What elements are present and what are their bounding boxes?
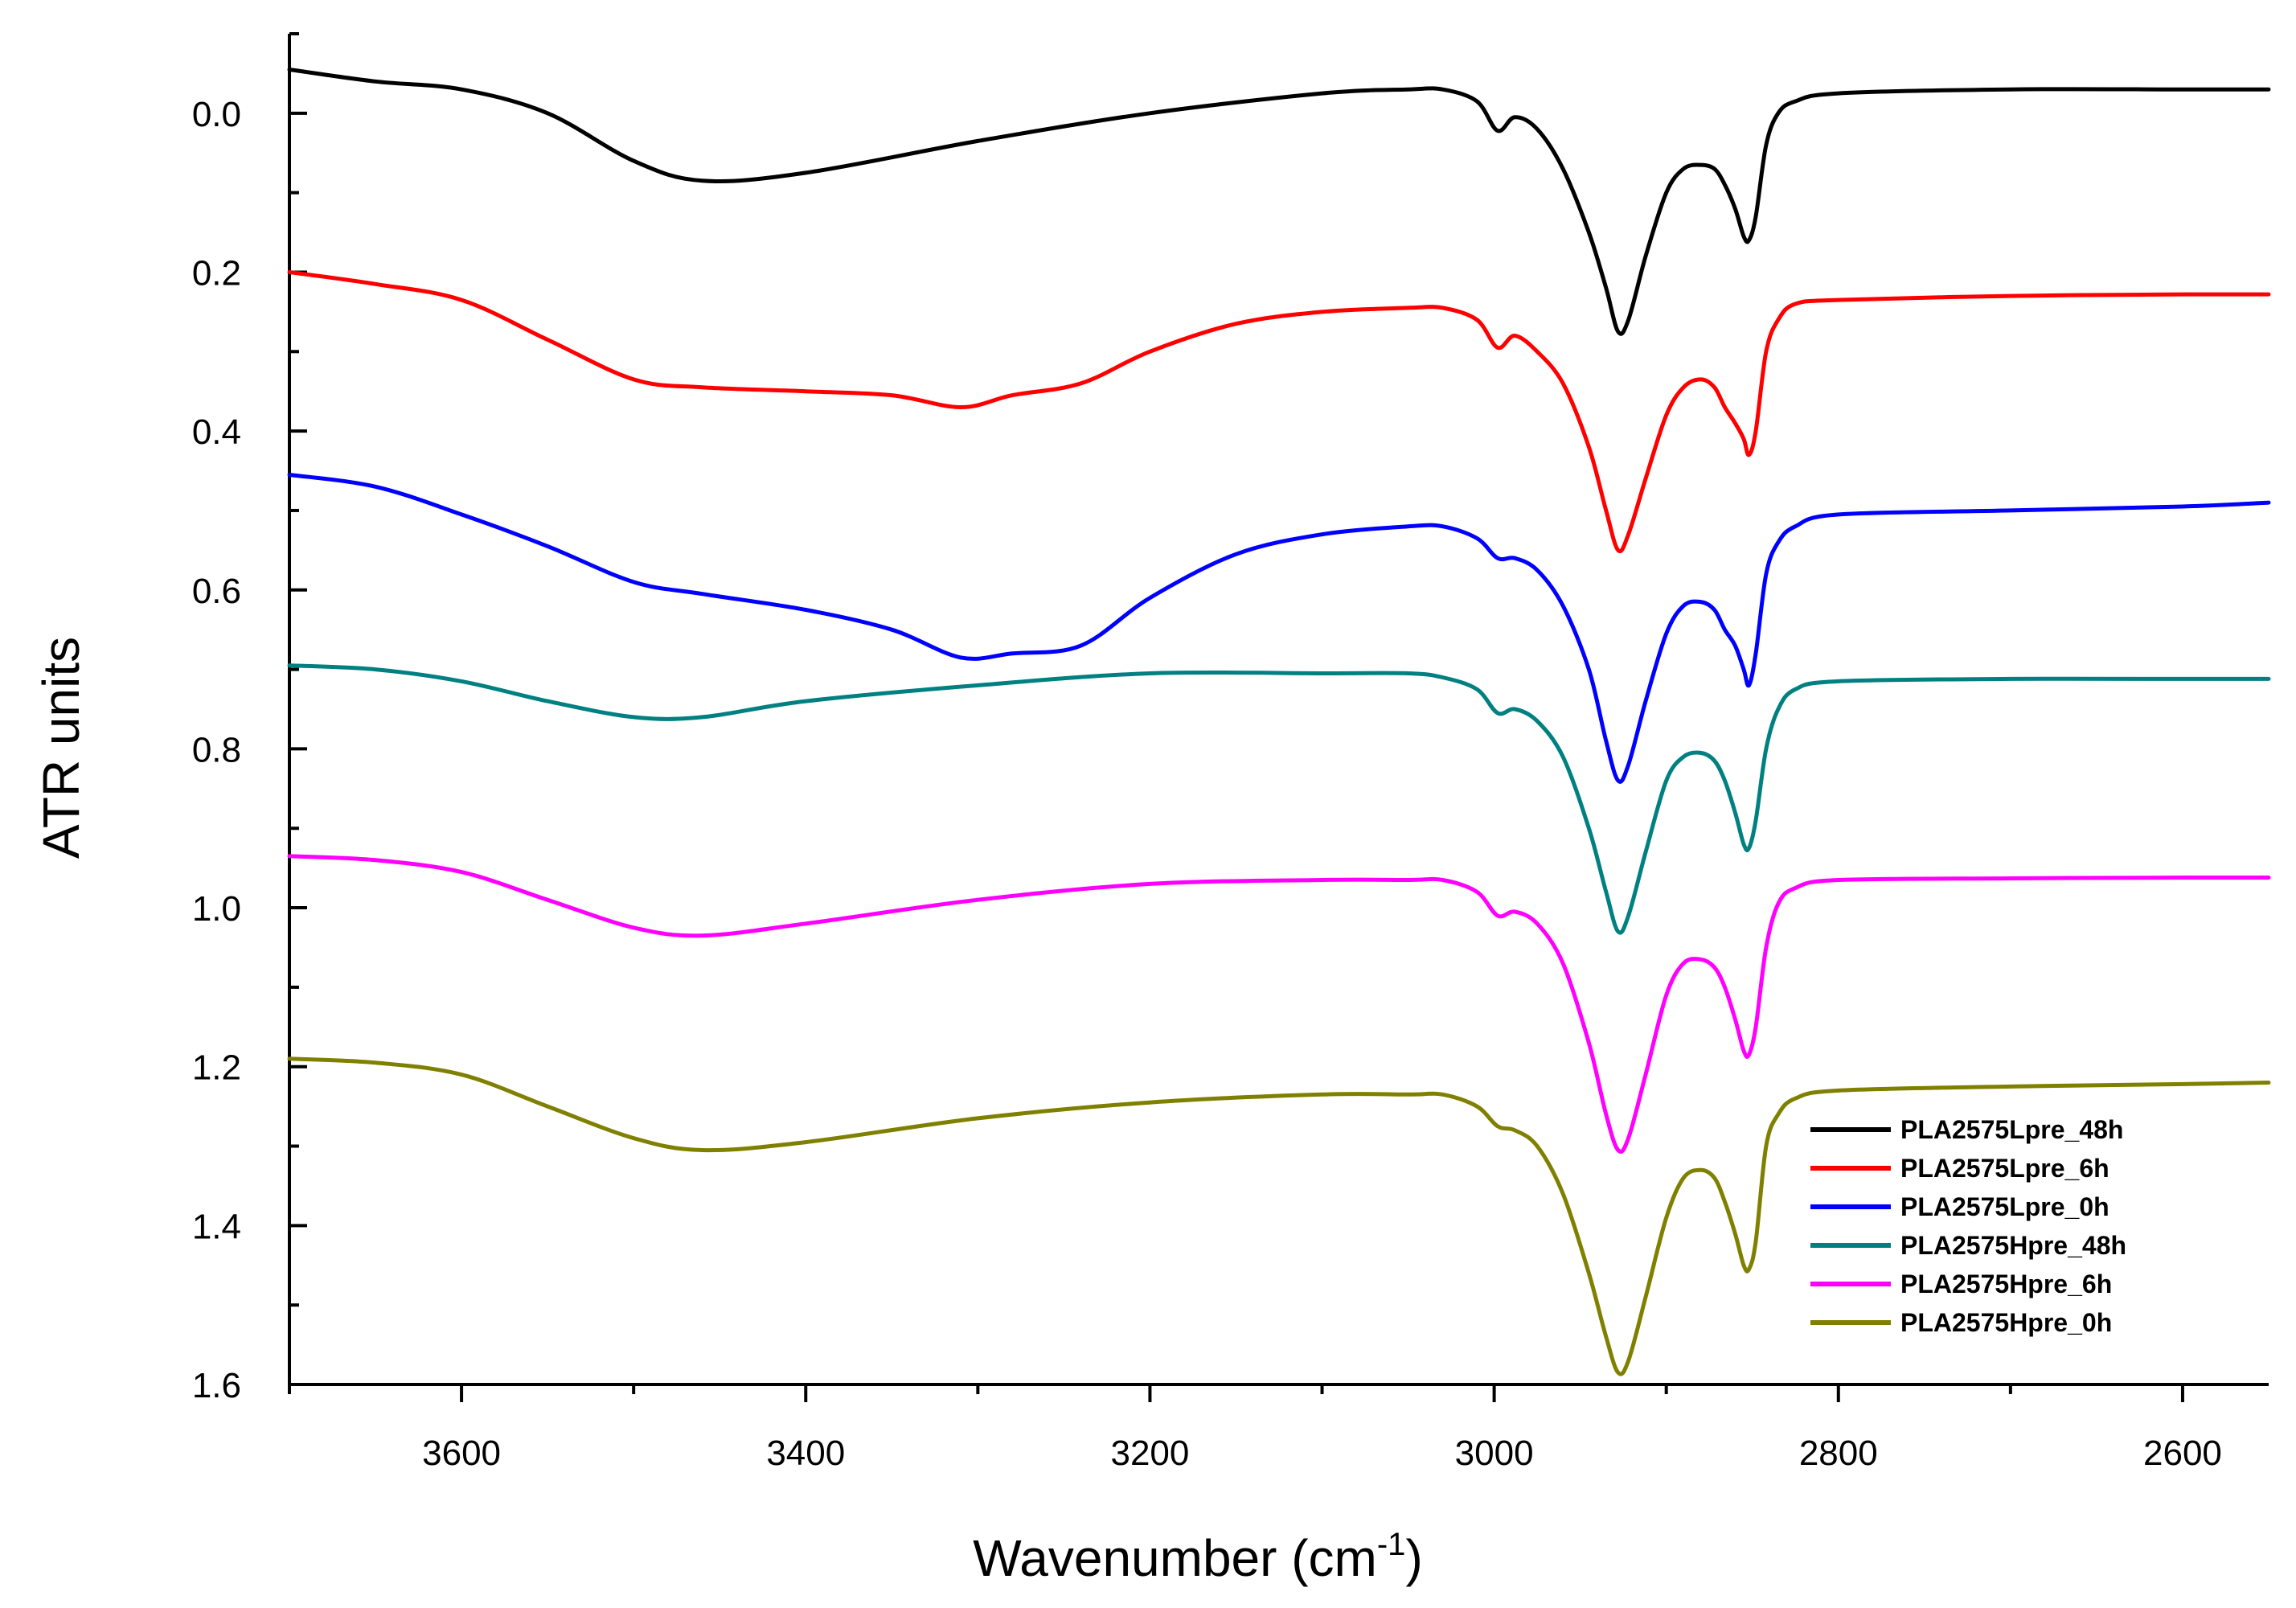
series-line-PLA2575Lpre_0h xyxy=(287,473,2271,784)
y-axis-title: ATR units xyxy=(32,637,90,859)
x-tick-label: 2800 xyxy=(1799,1434,1878,1473)
x-tick-label: 3600 xyxy=(422,1434,501,1473)
y-tick-label: 1.0 xyxy=(192,889,241,929)
y-tick-label: 1.2 xyxy=(192,1048,241,1088)
legend-label: PLA2575Lpre_0h xyxy=(1900,1192,2109,1221)
y-ticks: 0.0 0.2 0.4 0.6 0.8 1.0 1.2 1.4 1.6 xyxy=(192,32,307,1405)
x-axis-title-superscript: -1 xyxy=(1377,1527,1406,1562)
x-ticks: 3600 3400 3200 3000 2800 2600 xyxy=(288,1384,2222,1473)
legend: PLA2575Lpre_48h PLA2575Lpre_6h PLA2575Lpre… xyxy=(1810,1115,2126,1337)
y-tick-label: 0.2 xyxy=(192,253,241,293)
series-line-PLA2575Hpre_48h xyxy=(287,663,2271,935)
series-line-PLA2575Lpre_48h xyxy=(287,68,2271,336)
y-tick-label: 1.4 xyxy=(192,1207,241,1246)
x-tick-label: 3400 xyxy=(766,1434,845,1473)
series-line-PLA2575Hpre_6h xyxy=(287,854,2271,1154)
legend-label: PLA2575Lpre_48h xyxy=(1900,1115,2123,1144)
x-axis-title: Wavenumber (cm-1) xyxy=(973,1527,1423,1587)
legend-label: PLA2575Hpre_48h xyxy=(1900,1231,2126,1260)
series-line-PLA2575Hpre_0h xyxy=(287,1056,2271,1376)
series-lines xyxy=(287,68,2271,1376)
y-tick-label: 1.6 xyxy=(192,1366,241,1405)
x-tick-label: 2600 xyxy=(2143,1434,2222,1473)
x-tick-label: 3200 xyxy=(1110,1434,1189,1473)
y-tick-label: 0.4 xyxy=(192,412,241,452)
y-tick-label: 0.0 xyxy=(192,95,241,134)
legend-label: PLA2575Hpre_0h xyxy=(1900,1308,2112,1337)
x-tick-label: 3000 xyxy=(1455,1434,1534,1473)
legend-label: PLA2575Hpre_6h xyxy=(1900,1270,2112,1298)
x-axis-title-close: ) xyxy=(1405,1529,1422,1587)
x-axis-title-main: Wavenumber (cm xyxy=(973,1529,1377,1587)
series-line-PLA2575Lpre_6h xyxy=(287,270,2271,554)
axes xyxy=(288,34,2269,1386)
y-tick-label: 0.6 xyxy=(192,572,241,611)
y-tick-label: 0.8 xyxy=(192,730,241,769)
legend-label: PLA2575Lpre_6h xyxy=(1900,1154,2109,1183)
